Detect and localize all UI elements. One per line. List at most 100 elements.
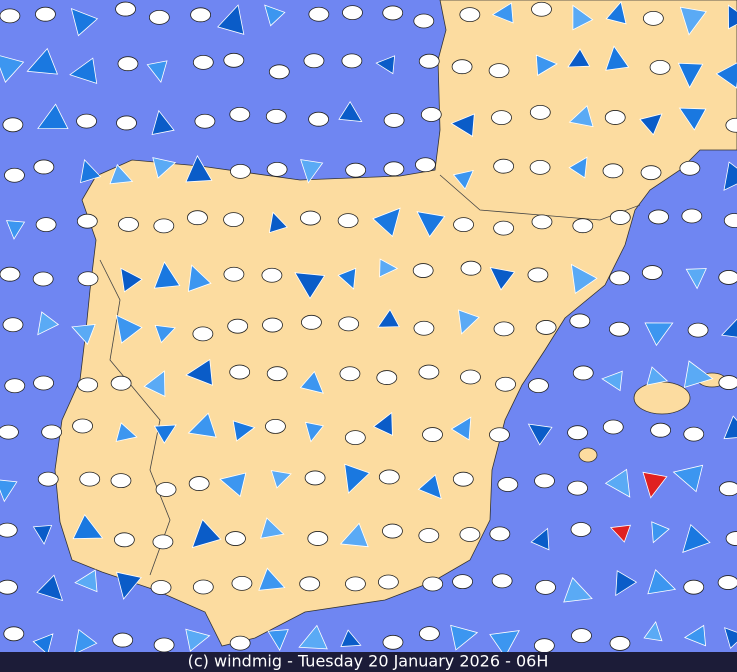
calm-marker <box>572 365 594 381</box>
calm-marker <box>377 574 399 590</box>
wind-arrow <box>372 411 393 437</box>
border <box>99 259 171 576</box>
wind-arrow <box>605 45 630 71</box>
wind-arrow <box>452 169 474 190</box>
wind-arrow <box>379 258 399 278</box>
calm-marker <box>725 117 737 133</box>
calm-marker <box>304 470 326 486</box>
calm-marker <box>640 165 662 181</box>
island <box>633 381 691 415</box>
calm-marker <box>77 271 99 287</box>
calm-marker <box>194 113 216 129</box>
wind-arrow <box>639 113 663 136</box>
wind-arrow <box>609 524 631 543</box>
wind-arrow <box>79 159 102 184</box>
wind-arrow <box>344 463 371 494</box>
calm-marker <box>0 424 19 440</box>
calm-marker <box>117 56 139 72</box>
calm-marker <box>337 213 359 228</box>
calm-marker <box>529 104 551 120</box>
wind-arrow <box>715 62 737 89</box>
calm-marker <box>261 267 283 283</box>
wind-arrow <box>651 521 670 544</box>
wind-arrow <box>339 522 369 548</box>
wind-arrow <box>604 468 631 498</box>
wind-arrow <box>260 517 285 539</box>
calm-marker <box>451 59 473 75</box>
wind-arrow <box>720 318 737 338</box>
calm-marker <box>493 158 515 174</box>
calm-marker <box>648 209 669 225</box>
wind-arrow <box>682 523 711 553</box>
wind-arrow <box>337 267 357 290</box>
wind-arrow <box>727 4 737 30</box>
wind-arrow <box>679 6 707 36</box>
calm-marker <box>497 477 519 492</box>
calm-marker <box>112 632 134 648</box>
wind-arrow <box>683 624 707 647</box>
wind-arrow <box>450 416 472 441</box>
calm-marker <box>229 106 251 122</box>
calm-marker <box>418 528 440 543</box>
calm-marker <box>35 217 57 233</box>
calm-marker <box>569 313 591 329</box>
calm-marker <box>341 53 363 69</box>
calm-marker <box>460 369 481 385</box>
calm-marker <box>223 266 245 282</box>
calm-marker <box>534 473 555 489</box>
calm-marker <box>192 326 214 342</box>
calm-marker <box>72 418 93 434</box>
wind-arrow <box>646 366 669 386</box>
calm-marker <box>718 481 737 497</box>
calm-marker <box>382 523 403 539</box>
wind-arrow <box>340 629 362 647</box>
calm-marker <box>683 426 705 442</box>
calm-marker <box>681 208 703 224</box>
calm-marker <box>531 214 553 230</box>
calm-marker <box>155 482 177 497</box>
calm-marker <box>35 6 56 22</box>
calm-marker <box>376 370 398 385</box>
wind-arrow <box>375 55 396 75</box>
calm-marker <box>192 579 214 595</box>
wind-arrow <box>678 107 707 131</box>
calm-marker <box>225 531 246 546</box>
calm-marker <box>602 419 624 435</box>
wind-arrow <box>642 471 668 499</box>
wind-arrow <box>258 567 286 591</box>
calm-marker <box>491 573 513 589</box>
wind-arrow <box>191 518 222 549</box>
wind-arrow <box>570 263 598 295</box>
wind-arrow <box>643 621 663 642</box>
calm-marker <box>223 212 244 227</box>
footer-bar <box>0 652 737 672</box>
calm-marker <box>531 1 552 17</box>
calm-marker <box>382 5 404 21</box>
wind-arrow <box>72 513 104 540</box>
calm-marker <box>452 471 474 487</box>
wind-arrow <box>0 479 18 503</box>
wind-arrow <box>491 2 514 24</box>
calm-marker <box>37 471 59 487</box>
calm-marker <box>570 522 592 537</box>
calm-marker <box>725 531 737 546</box>
wind-arrow <box>219 472 247 498</box>
wind-arrow <box>0 55 25 83</box>
calm-marker <box>460 260 482 276</box>
calm-marker <box>339 366 361 382</box>
wind-arrow <box>185 358 213 386</box>
wind-arrow <box>416 211 446 238</box>
wind-arrow <box>723 415 737 440</box>
calm-marker <box>33 159 55 175</box>
calm-marker <box>231 575 253 591</box>
wind-arrow <box>74 569 98 593</box>
calm-marker <box>495 376 516 392</box>
calm-marker <box>493 321 515 337</box>
calm-marker <box>187 210 208 226</box>
wind-arrow <box>26 47 59 75</box>
calm-marker <box>76 113 97 129</box>
footer-caption: (c) windmig - Tuesday 20 January 2026 - … <box>188 652 549 671</box>
calm-marker <box>0 266 21 282</box>
wind-arrow <box>489 630 520 658</box>
calm-marker <box>383 161 405 177</box>
